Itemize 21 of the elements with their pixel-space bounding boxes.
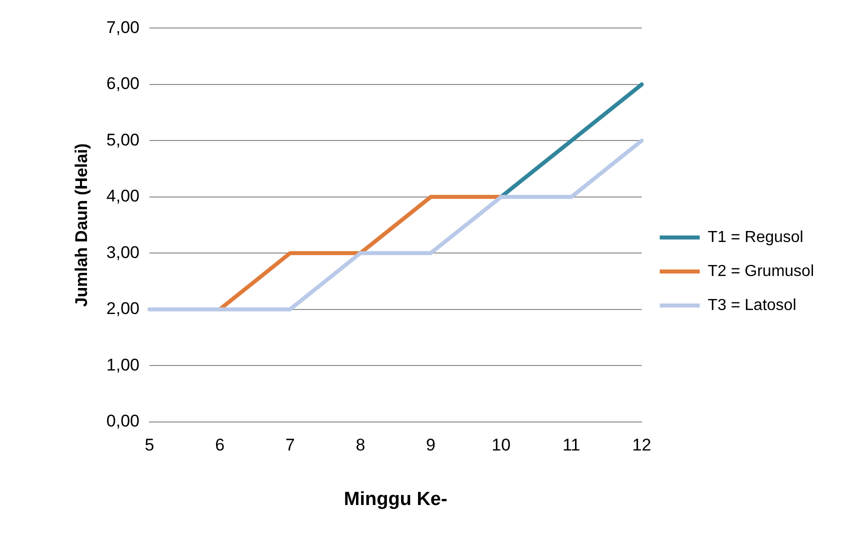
x-axis-title: Minggu Ke- bbox=[344, 488, 448, 510]
legend-label: T3 = Latosol bbox=[708, 296, 796, 314]
x-tick-label: 10 bbox=[492, 436, 511, 455]
y-tick-label: 0,00 bbox=[106, 411, 140, 430]
x-tick-label: 8 bbox=[356, 436, 366, 455]
x-tick-label: 5 bbox=[144, 436, 154, 455]
x-tick-label: 9 bbox=[426, 436, 436, 455]
y-tick-label: 6,00 bbox=[106, 74, 140, 94]
y-tick-label: 1,00 bbox=[106, 355, 140, 374]
legend-label: T1 = Regusol bbox=[708, 228, 804, 246]
x-tick-label: 12 bbox=[632, 436, 652, 455]
y-axis-title: Jumlah Daun (Helai) bbox=[72, 143, 91, 307]
y-tick-label: 2,00 bbox=[106, 299, 140, 318]
legend-label: T2 = Grumusol bbox=[708, 262, 814, 280]
x-tick-label: 11 bbox=[562, 436, 580, 455]
y-tick-label: 4,00 bbox=[106, 186, 140, 206]
y-tick-label: 3,00 bbox=[106, 242, 140, 262]
y-tick-label: 7,00 bbox=[106, 18, 140, 37]
x-tick-label: 7 bbox=[285, 436, 295, 455]
x-tick-label: 6 bbox=[215, 436, 225, 455]
y-tick-label: 5,00 bbox=[106, 130, 140, 150]
